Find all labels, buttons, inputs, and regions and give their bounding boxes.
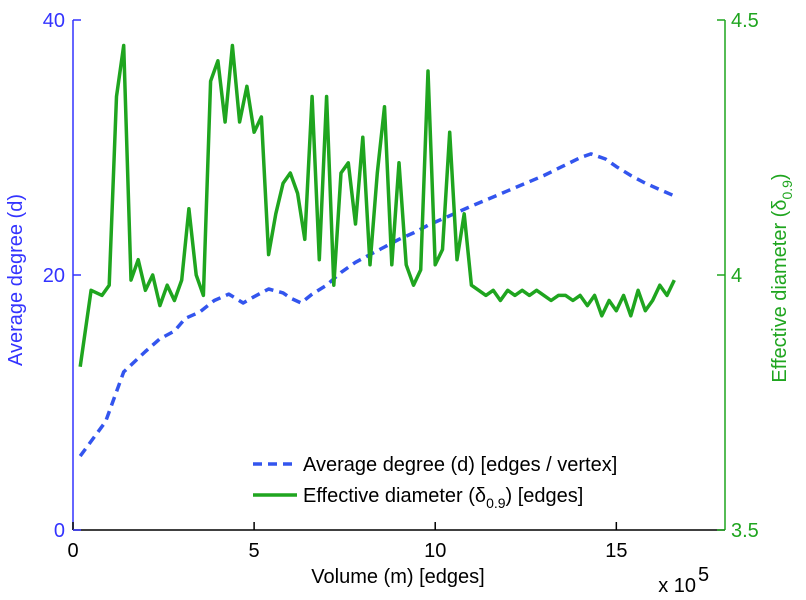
legend-avg-degree-label: Average degree (d) [edges / vertex] xyxy=(303,454,617,476)
x-tick-label: 0 xyxy=(67,540,78,562)
legend-diameter-label-subscript: 0.9 xyxy=(486,495,506,511)
ticks-layer: 0 5 10 15 0 20 40 3.5 4 4.5 xyxy=(43,10,759,562)
right-y-tick-label: 4.5 xyxy=(731,10,759,32)
legend-diameter-label-close: ) [edges] xyxy=(506,485,584,507)
x-tick-label: 5 xyxy=(249,540,260,562)
x-axis-title: Volume (m) [edges] xyxy=(311,566,484,588)
left-y-tick-label: 0 xyxy=(54,520,65,542)
legend-diameter-label: Effective diameter (δ0.9) [edges] xyxy=(303,485,583,511)
legend: Average degree (d) [edges / vertex] Effe… xyxy=(253,454,617,511)
right-y-tick-label: 3.5 xyxy=(731,520,759,542)
x-axis-multiplier-exponent: 5 xyxy=(698,564,709,586)
right-y-tick-label: 4 xyxy=(731,265,742,287)
series-layer xyxy=(78,43,676,458)
x-tick-label: 15 xyxy=(605,540,627,562)
left-y-tick-label: 20 xyxy=(43,265,65,287)
right-y-axis-title-close: ) xyxy=(769,173,791,180)
left-y-axis-title: Average degree (d) xyxy=(5,194,27,366)
diameter-series-line xyxy=(78,43,676,368)
legend-diameter-label-main: Effective diameter (δ xyxy=(303,485,486,507)
right-y-axis-title-subscript: 0.9 xyxy=(779,180,795,200)
left-y-tick-label: 40 xyxy=(43,10,65,32)
right-y-axis-title: Effective diameter (δ0.9) xyxy=(769,173,795,382)
x-tick-label: 10 xyxy=(424,540,446,562)
x-axis-multiplier: x 10 xyxy=(658,575,696,597)
right-y-axis-title-main: Effective diameter (δ xyxy=(769,200,791,383)
